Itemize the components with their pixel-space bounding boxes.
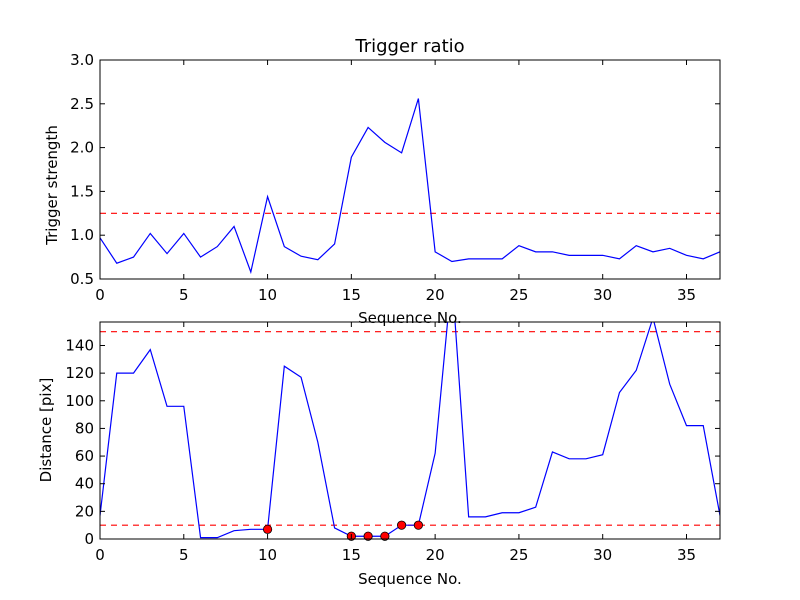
y-tick-label: 1.5 [70,182,94,200]
chart-title: Trigger ratio [354,36,464,57]
series-line [100,322,720,539]
y-axis-label: Distance [pix] [37,378,55,483]
y-tick-label: 80 [75,419,94,437]
y-tick-label: 0 [84,530,94,548]
data-point-marker [397,520,407,530]
y-tick-label: 1.0 [70,226,94,244]
y-tick-label: 60 [75,447,94,465]
y-tick-label: 120 [65,364,94,382]
y-axis-label: Trigger strength [43,125,61,246]
x-tick-label: 0 [95,286,105,304]
y-tick-label: 40 [75,475,94,493]
y-tick-label: 100 [65,392,94,410]
y-tick-label: 2.0 [70,139,94,157]
chart-distance: Sequence No. Distance [pix] 0 5 10 15 20 25 30… [37,321,721,588]
data-point-marker [380,531,390,541]
y-tick-label: 0.5 [70,270,94,288]
plot-area [100,98,720,275]
x-tick-label: 0 [95,546,105,564]
axes-frame [99,59,721,280]
data-point-marker [363,531,373,541]
x-tick-label: 15 [342,286,361,304]
axes-frame [99,321,721,540]
x-tick-label: 15 [342,546,361,564]
x-tick-label: 25 [509,286,528,304]
y-tick-label: 20 [75,502,94,520]
x-tick-label: 35 [677,286,696,304]
x-axis-label: Sequence No. [358,309,462,327]
x-tick-label: 35 [677,546,696,564]
series-line [100,98,720,275]
plot-area [100,322,720,539]
x-tick-label: 30 [593,546,612,564]
x-tick-label: 20 [426,546,445,564]
x-tick-label: 25 [509,546,528,564]
y-tick-label: 140 [65,336,94,354]
x-tick-label: 5 [179,286,189,304]
y-tick-label: 2.5 [70,95,94,113]
x-tick-label: 5 [179,546,189,564]
y-tick-label: 3.0 [70,51,94,69]
data-point-marker [413,520,423,530]
x-axis-label: Sequence No. [358,570,462,588]
x-tick-label: 10 [258,546,277,564]
x-tick-label: 10 [258,286,277,304]
chart-trigger-ratio: Trigger ratio Trigger strength 0 5 10 15 20 2… [43,36,721,304]
data-point-marker [262,524,273,534]
x-tick-label: 20 [426,286,445,304]
x-tick-label: 30 [593,286,612,304]
